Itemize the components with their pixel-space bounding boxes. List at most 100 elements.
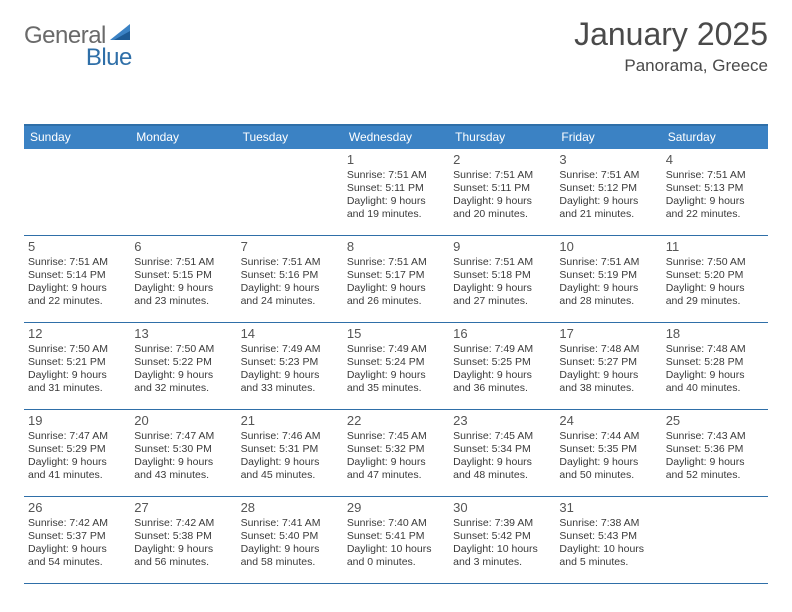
day-info: Sunrise: 7:45 AMSunset: 5:34 PMDaylight:… bbox=[453, 430, 551, 483]
day-cell bbox=[662, 497, 768, 583]
day-cell: 14 Sunrise: 7:49 AMSunset: 5:23 PMDayligh… bbox=[237, 323, 343, 409]
day-header-tue: Tuesday bbox=[237, 126, 343, 149]
day-cell: 29 Sunrise: 7:40 AMSunset: 5:41 PMDayligh… bbox=[343, 497, 449, 583]
day-info: Sunrise: 7:50 AMSunset: 5:21 PMDaylight:… bbox=[28, 343, 126, 396]
day-number: 21 bbox=[241, 413, 339, 428]
day-number: 29 bbox=[347, 500, 445, 515]
week-row: 12 Sunrise: 7:50 AMSunset: 5:21 PMDayligh… bbox=[24, 323, 768, 410]
day-cell: 28 Sunrise: 7:41 AMSunset: 5:40 PMDayligh… bbox=[237, 497, 343, 583]
day-number: 23 bbox=[453, 413, 551, 428]
day-cell: 13 Sunrise: 7:50 AMSunset: 5:22 PMDayligh… bbox=[130, 323, 236, 409]
day-info: Sunrise: 7:44 AMSunset: 5:35 PMDaylight:… bbox=[559, 430, 657, 483]
week-row: 26 Sunrise: 7:42 AMSunset: 5:37 PMDayligh… bbox=[24, 497, 768, 584]
day-number: 11 bbox=[666, 239, 764, 254]
day-info: Sunrise: 7:43 AMSunset: 5:36 PMDaylight:… bbox=[666, 430, 764, 483]
day-cell: 18 Sunrise: 7:48 AMSunset: 5:28 PMDayligh… bbox=[662, 323, 768, 409]
day-number: 12 bbox=[28, 326, 126, 341]
day-info: Sunrise: 7:48 AMSunset: 5:28 PMDaylight:… bbox=[666, 343, 764, 396]
day-info: Sunrise: 7:51 AMSunset: 5:14 PMDaylight:… bbox=[28, 256, 126, 309]
day-info: Sunrise: 7:50 AMSunset: 5:20 PMDaylight:… bbox=[666, 256, 764, 309]
day-cell: 3 Sunrise: 7:51 AMSunset: 5:12 PMDaylight… bbox=[555, 149, 661, 235]
day-info: Sunrise: 7:38 AMSunset: 5:43 PMDaylight:… bbox=[559, 517, 657, 570]
day-info: Sunrise: 7:51 AMSunset: 5:12 PMDaylight:… bbox=[559, 169, 657, 222]
day-info: Sunrise: 7:51 AMSunset: 5:15 PMDaylight:… bbox=[134, 256, 232, 309]
day-cell: 8 Sunrise: 7:51 AMSunset: 5:17 PMDaylight… bbox=[343, 236, 449, 322]
day-info: Sunrise: 7:51 AMSunset: 5:19 PMDaylight:… bbox=[559, 256, 657, 309]
day-cell: 17 Sunrise: 7:48 AMSunset: 5:27 PMDayligh… bbox=[555, 323, 661, 409]
day-number: 13 bbox=[134, 326, 232, 341]
day-info: Sunrise: 7:51 AMSunset: 5:17 PMDaylight:… bbox=[347, 256, 445, 309]
day-info: Sunrise: 7:49 AMSunset: 5:25 PMDaylight:… bbox=[453, 343, 551, 396]
day-number: 17 bbox=[559, 326, 657, 341]
day-info: Sunrise: 7:48 AMSunset: 5:27 PMDaylight:… bbox=[559, 343, 657, 396]
day-cell: 12 Sunrise: 7:50 AMSunset: 5:21 PMDayligh… bbox=[24, 323, 130, 409]
day-cell: 6 Sunrise: 7:51 AMSunset: 5:15 PMDaylight… bbox=[130, 236, 236, 322]
day-number: 8 bbox=[347, 239, 445, 254]
day-cell bbox=[237, 149, 343, 235]
day-cell: 11 Sunrise: 7:50 AMSunset: 5:20 PMDayligh… bbox=[662, 236, 768, 322]
day-info: Sunrise: 7:42 AMSunset: 5:37 PMDaylight:… bbox=[28, 517, 126, 570]
location-label: Panorama, Greece bbox=[574, 56, 768, 76]
day-cell: 4 Sunrise: 7:51 AMSunset: 5:13 PMDaylight… bbox=[662, 149, 768, 235]
day-cell: 7Sunrise: 7:51 AMSunset: 5:16 PMDaylight… bbox=[237, 236, 343, 322]
day-number: 15 bbox=[347, 326, 445, 341]
day-cell: 26 Sunrise: 7:42 AMSunset: 5:37 PMDayligh… bbox=[24, 497, 130, 583]
day-header-row: Sunday Monday Tuesday Wednesday Thursday… bbox=[24, 126, 768, 149]
day-header-wed: Wednesday bbox=[343, 126, 449, 149]
day-number: 6 bbox=[134, 239, 232, 254]
day-cell: 22 Sunrise: 7:45 AMSunset: 5:32 PMDayligh… bbox=[343, 410, 449, 496]
day-number: 1 bbox=[347, 152, 445, 167]
weeks-container: 1 Sunrise: 7:51 AMSunset: 5:11 PMDaylight… bbox=[24, 149, 768, 584]
day-number: 30 bbox=[453, 500, 551, 515]
day-number: 27 bbox=[134, 500, 232, 515]
day-number: 26 bbox=[28, 500, 126, 515]
calendar: Sunday Monday Tuesday Wednesday Thursday… bbox=[24, 124, 768, 584]
day-cell: 25 Sunrise: 7:43 AMSunset: 5:36 PMDayligh… bbox=[662, 410, 768, 496]
day-number: 9 bbox=[453, 239, 551, 254]
week-row: 5 Sunrise: 7:51 AMSunset: 5:14 PMDaylight… bbox=[24, 236, 768, 323]
day-header-fri: Friday bbox=[555, 126, 661, 149]
day-cell: 20Sunrise: 7:47 AMSunset: 5:30 PMDayligh… bbox=[130, 410, 236, 496]
day-header-sat: Saturday bbox=[662, 126, 768, 149]
day-number: 10 bbox=[559, 239, 657, 254]
day-info: Sunrise: 7:49 AMSunset: 5:24 PMDaylight:… bbox=[347, 343, 445, 396]
day-number: 18 bbox=[666, 326, 764, 341]
day-info: Sunrise: 7:39 AMSunset: 5:42 PMDaylight:… bbox=[453, 517, 551, 570]
day-info: Sunrise: 7:45 AMSunset: 5:32 PMDaylight:… bbox=[347, 430, 445, 483]
day-info: Sunrise: 7:50 AMSunset: 5:22 PMDaylight:… bbox=[134, 343, 232, 396]
day-info: Sunrise: 7:41 AMSunset: 5:40 PMDaylight:… bbox=[241, 517, 339, 570]
month-title: January 2025 bbox=[574, 18, 768, 52]
day-number: 28 bbox=[241, 500, 339, 515]
day-info: Sunrise: 7:51 AMSunset: 5:11 PMDaylight:… bbox=[347, 169, 445, 222]
day-number: 3 bbox=[559, 152, 657, 167]
day-info: Sunrise: 7:51 AMSunset: 5:11 PMDaylight:… bbox=[453, 169, 551, 222]
day-header-mon: Monday bbox=[130, 126, 236, 149]
day-cell: 9 Sunrise: 7:51 AMSunset: 5:18 PMDaylight… bbox=[449, 236, 555, 322]
brand-logo-block: General Blue bbox=[24, 22, 134, 72]
day-cell bbox=[130, 149, 236, 235]
day-info: Sunrise: 7:49 AMSunset: 5:23 PMDaylight:… bbox=[241, 343, 339, 396]
day-cell: 1 Sunrise: 7:51 AMSunset: 5:11 PMDaylight… bbox=[343, 149, 449, 235]
day-number: 22 bbox=[347, 413, 445, 428]
day-cell: 23 Sunrise: 7:45 AMSunset: 5:34 PMDayligh… bbox=[449, 410, 555, 496]
day-number: 24 bbox=[559, 413, 657, 428]
day-cell: 16Sunrise: 7:49 AMSunset: 5:25 PMDayligh… bbox=[449, 323, 555, 409]
day-info: Sunrise: 7:51 AMSunset: 5:13 PMDaylight:… bbox=[666, 169, 764, 222]
day-number: 14 bbox=[241, 326, 339, 341]
day-cell: 24 Sunrise: 7:44 AMSunset: 5:35 PMDayligh… bbox=[555, 410, 661, 496]
day-info: Sunrise: 7:42 AMSunset: 5:38 PMDaylight:… bbox=[134, 517, 232, 570]
day-info: Sunrise: 7:40 AMSunset: 5:41 PMDaylight:… bbox=[347, 517, 445, 570]
day-number: 4 bbox=[666, 152, 764, 167]
day-cell: 10 Sunrise: 7:51 AMSunset: 5:19 PMDayligh… bbox=[555, 236, 661, 322]
day-header-sun: Sunday bbox=[24, 126, 130, 149]
day-info: Sunrise: 7:47 AMSunset: 5:30 PMDaylight:… bbox=[134, 430, 232, 483]
day-cell: 30 Sunrise: 7:39 AMSunset: 5:42 PMDayligh… bbox=[449, 497, 555, 583]
day-cell: 31Sunrise: 7:38 AMSunset: 5:43 PMDayligh… bbox=[555, 497, 661, 583]
day-number: 5 bbox=[28, 239, 126, 254]
day-cell: 5 Sunrise: 7:51 AMSunset: 5:14 PMDaylight… bbox=[24, 236, 130, 322]
day-info: Sunrise: 7:51 AMSunset: 5:18 PMDaylight:… bbox=[453, 256, 551, 309]
day-number: 7 bbox=[241, 239, 339, 254]
day-number: 25 bbox=[666, 413, 764, 428]
title-block: January 2025 Panorama, Greece bbox=[574, 18, 768, 76]
day-number: 19 bbox=[28, 413, 126, 428]
